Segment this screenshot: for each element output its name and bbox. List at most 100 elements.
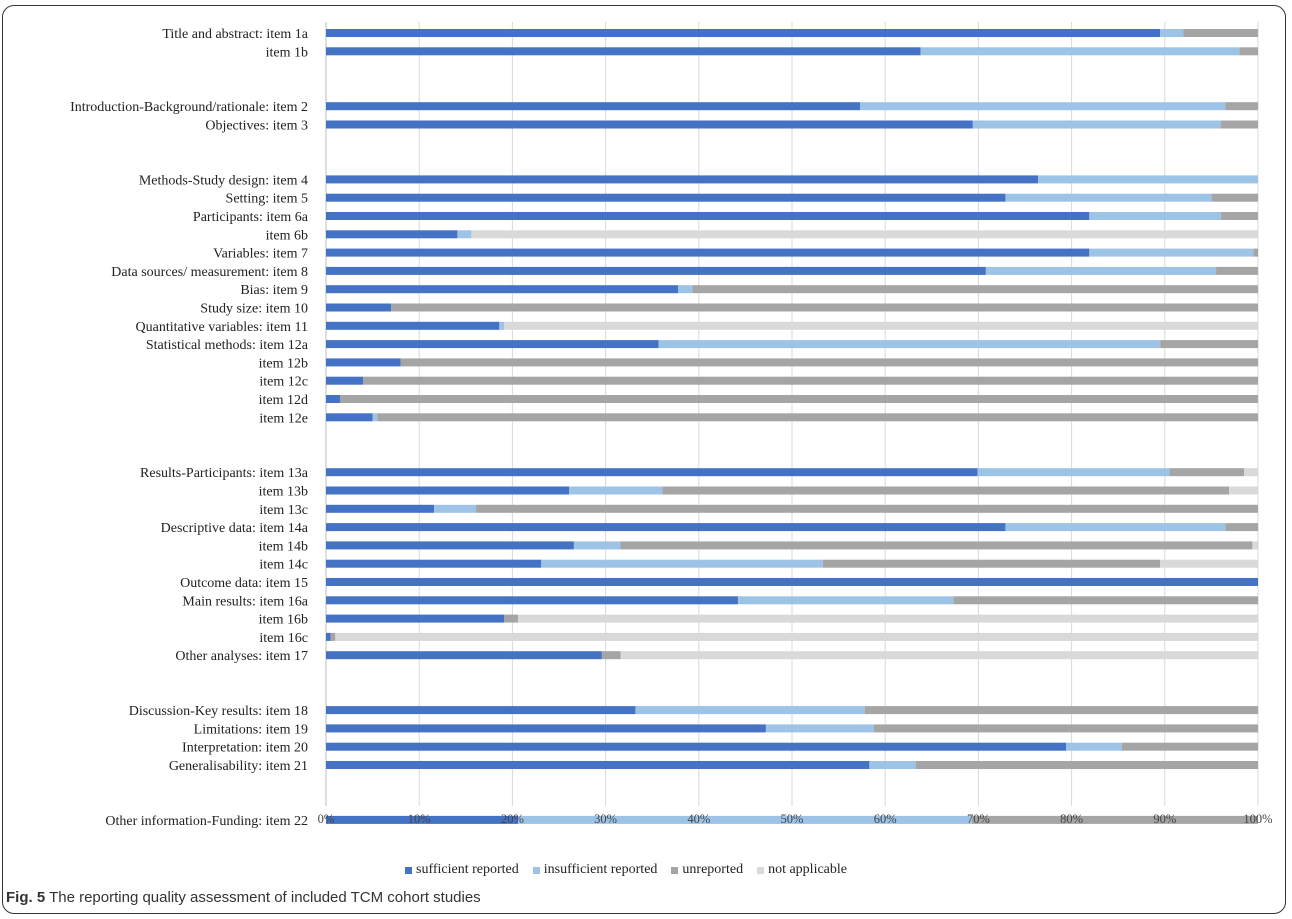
bar-segment-sufficient — [326, 614, 505, 623]
legend-swatch-insufficient — [532, 866, 540, 874]
bar-segment-sufficient — [326, 742, 1067, 751]
bar-segment-unreported — [620, 541, 1253, 550]
category-labels: Title and abstract: item 1a item 1b Introd… — [70, 27, 309, 829]
category-label: Quantitative variables: item 11 — [136, 320, 308, 335]
bar-segment-insufficient — [499, 321, 505, 330]
bar-segment-unreported — [330, 632, 336, 641]
category-label: item 12d — [259, 393, 308, 408]
legend-label: unreported — [682, 862, 744, 877]
legend-item-insufficient: insufficient reported — [532, 862, 657, 878]
bar-segment-insufficient — [1066, 742, 1122, 751]
bar-segment-unreported — [692, 285, 1258, 294]
bar-segment-insufficient — [517, 815, 972, 824]
bar-segment-unreported — [1225, 523, 1258, 532]
category-label: Discussion-Key results: item 18 — [129, 704, 308, 719]
x-tick-label: 10% — [408, 812, 431, 826]
category-label: item 1b — [266, 45, 308, 60]
category-label: Methods-Study design: item 4 — [139, 173, 308, 188]
bar-segment-sufficient — [326, 321, 500, 330]
category-label: item 16c — [259, 631, 308, 646]
x-tick-label: 50% — [781, 812, 804, 826]
bar-segment-sufficient — [326, 303, 392, 312]
category-label: Variables: item 7 — [213, 247, 308, 262]
bar-segment-unreported — [476, 504, 1258, 513]
category-label: Main results: item 16a — [182, 594, 308, 609]
bar-segment-unreported — [1220, 120, 1258, 129]
bar-segment-unreported — [915, 761, 1258, 769]
bar-segment-sufficient — [326, 358, 401, 367]
bar-segment-insufficient — [573, 541, 621, 550]
bar-segment-insufficient — [372, 413, 378, 422]
category-label: Objectives: item 3 — [205, 119, 308, 134]
bar-segment-not-applicable — [1244, 468, 1258, 477]
bar-segment-unreported — [971, 815, 1258, 824]
bar-segment-insufficient — [1089, 248, 1254, 257]
bar-segment-sufficient — [326, 541, 574, 550]
bar-segment-not-applicable — [1160, 559, 1258, 568]
bar-segment-insufficient — [434, 504, 477, 513]
bar-segment-sufficient — [326, 193, 1006, 202]
category-label: item 12c — [259, 375, 308, 390]
bar-segment-unreported — [1239, 47, 1258, 56]
category-label: Title and abstract: item 1a — [162, 27, 308, 42]
category-label: Participants: item 6a — [193, 210, 309, 225]
bar-segment-sufficient — [326, 468, 978, 477]
bar-segment-sufficient — [326, 29, 1161, 37]
bar-segment-insufficient — [972, 120, 1221, 129]
x-axis-ticks: 0% 10% 20% 30% 40% 50% 60% 70% 80% 90% 100% — [318, 812, 1273, 826]
x-tick-label: 80% — [1060, 812, 1083, 826]
legend: sufficient reported insufficient reporte… — [405, 862, 847, 878]
bar-segment-sufficient — [326, 578, 1258, 586]
figure-caption: Fig. 5 The reporting quality assessment … — [6, 889, 481, 906]
bar-segment-unreported — [1220, 212, 1258, 220]
bar-segment-not-applicable — [504, 321, 1258, 330]
x-tick-label: 90% — [1153, 812, 1176, 826]
legend-item-not-applicable: not applicable — [757, 862, 847, 878]
bar-segment-unreported — [662, 486, 1230, 495]
x-tick-label: 20% — [501, 812, 524, 826]
bar-segment-sufficient — [326, 230, 458, 239]
bar-segment-unreported — [953, 596, 1258, 605]
bar-segment-unreported — [1169, 468, 1245, 477]
category-label: item 16b — [259, 613, 308, 628]
bar-segment-insufficient — [1038, 175, 1258, 184]
figure-caption-text: The reporting quality assessment of incl… — [49, 889, 481, 906]
bar-segment-unreported — [1160, 340, 1258, 349]
bar-segment-sufficient — [326, 376, 364, 385]
bar-segment-insufficient — [1160, 29, 1184, 37]
category-label: item 12b — [259, 356, 308, 371]
category-label: item 13c — [259, 503, 308, 518]
bar-segment-insufficient — [920, 47, 1240, 56]
bar-segment-insufficient — [541, 559, 823, 568]
bar-segment-not-applicable — [517, 614, 1258, 623]
bar-segment-sufficient — [326, 596, 738, 605]
bar-segment-unreported — [377, 413, 1258, 422]
category-label: Interpretation: item 20 — [182, 741, 308, 756]
category-label: item 14c — [259, 558, 308, 573]
bar-segment-sufficient — [326, 486, 570, 495]
bar-segment-unreported — [1121, 742, 1258, 751]
category-label: item 13b — [259, 485, 308, 500]
category-label: Statistical methods: item 12a — [146, 338, 309, 353]
bar-segment-not-applicable — [1229, 486, 1258, 495]
figure-frame — [2, 5, 1286, 914]
bar-segment-not-applicable — [335, 632, 1258, 641]
bar-segment-sufficient — [326, 724, 766, 733]
legend-item-sufficient: sufficient reported — [405, 862, 519, 878]
bar-segment-insufficient — [457, 230, 472, 239]
bar-segment-insufficient — [569, 486, 663, 495]
bar-segment-sufficient — [326, 761, 870, 769]
legend-label: sufficient reported — [416, 862, 519, 877]
category-label: Bias: item 9 — [240, 283, 308, 298]
bar-segment-sufficient — [326, 559, 542, 568]
bar-segment-unreported — [400, 358, 1258, 367]
bar-segment-insufficient — [1089, 212, 1221, 220]
bar-segment-insufficient — [1005, 193, 1212, 202]
bar-segment-sufficient — [326, 175, 1039, 184]
bar-segment-unreported — [822, 559, 1161, 568]
bar-segment-insufficient — [860, 102, 1226, 111]
bar-segment-sufficient — [326, 340, 659, 349]
bar-segment-sufficient — [326, 47, 921, 56]
x-tick-label: 30% — [594, 812, 617, 826]
bar-segment-sufficient — [326, 248, 1090, 257]
